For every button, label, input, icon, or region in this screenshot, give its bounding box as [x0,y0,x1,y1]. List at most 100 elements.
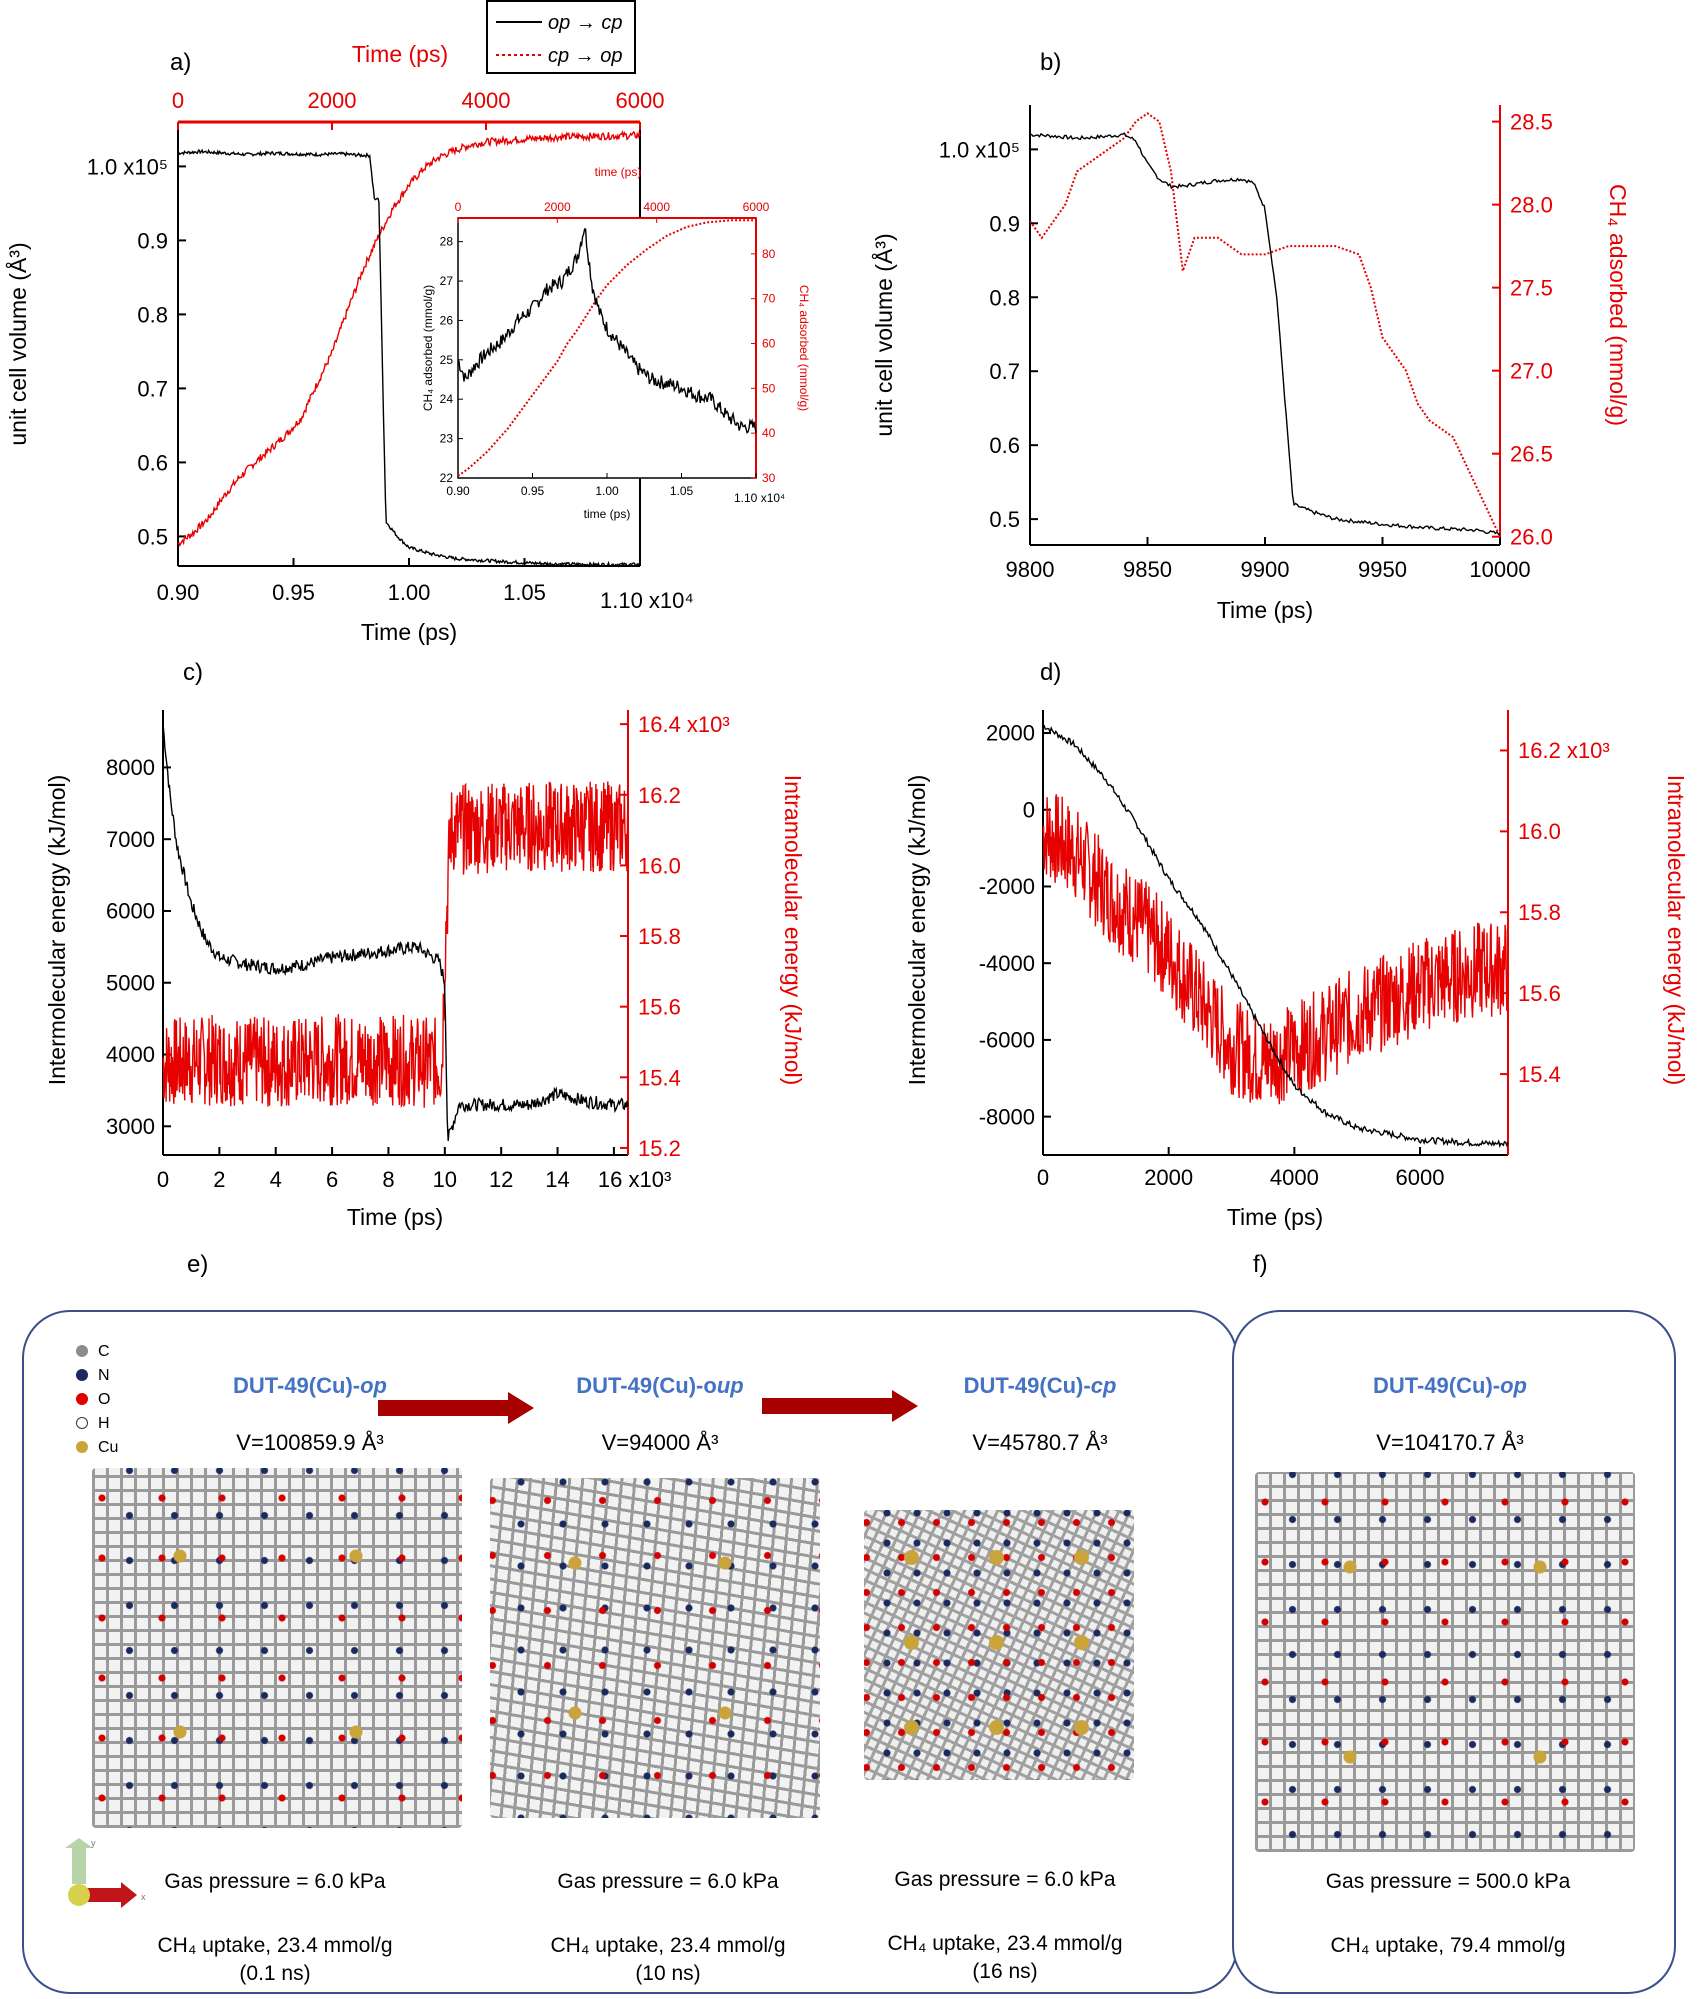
uptake-op-500kpa: CH₄ uptake, 79.4 mmol/g [1298,1932,1598,1960]
y2-tick-label: 16.2 x10³ [1518,738,1610,763]
y-tick-label: -8000 [979,1104,1035,1129]
panel-label-b: b) [1040,49,1061,76]
inset-y2-tick-label: 30 [762,471,776,485]
structure-title-oup: DUT-49(Cu)-oup [576,1373,744,1398]
intermolecular-energy-line [1042,724,1509,1148]
y2-tick-label: 15.4 [1518,1062,1561,1087]
inset-x2-tick-label: 2000 [544,200,571,214]
inset-y2-tick-label: 40 [762,426,776,440]
uptake-value: CH₄ uptake, 23.4 mmol/g [157,1934,393,1957]
nitrogen-atom-icon [76,1369,88,1381]
element-symbol: Cu [98,1439,119,1456]
legend-box [486,0,636,74]
inset-y2-tick-label: 80 [762,247,776,261]
structure-image-op [92,1468,462,1828]
y2-tick-label: 27.0 [1510,358,1553,383]
x-tick-label: 1.00 [388,580,431,605]
pressure-cp: Gas pressure = 6.0 kPa [894,1868,1116,1891]
x-axis-title: Time (ps) [1217,597,1313,623]
inset-y2-tick-label: 50 [762,381,776,395]
x-axis-letter: x [141,1892,146,1902]
inset-x-tick-label: 1.00 [595,484,619,498]
y-axis-title: unit cell volume (Å³) [4,242,31,445]
element-symbol: N [98,1367,110,1384]
uptake-cp: CH₄ uptake, 23.4 mmol/g (16 ns) [855,1930,1155,1986]
simulation-time: (0.1 ns) [239,1962,311,1985]
inset-x2-tick-label: 4000 [643,200,670,214]
uptake-value: CH₄ uptake, 23.4 mmol/g [550,1934,786,1957]
unit-cell-volume-line [1029,132,1501,536]
x-tick-label: 9850 [1123,557,1172,582]
simulation-time: (16 ns) [972,1960,1038,1983]
inset-x-tick-label: 0.95 [521,484,545,498]
x-tick-label: 0 [157,1167,169,1192]
y-axis-letter: y [91,1838,96,1848]
inset-y-tick-label: 27 [440,274,454,288]
intramolecular-energy-line [162,781,629,1108]
y-tick-label: 1.0 x10⁵ [939,137,1020,162]
y-tick-label: 5000 [106,970,155,995]
element-legend-item: N [76,1364,118,1388]
structure-title-cp: DUT-49(Cu)-cp [963,1373,1117,1398]
inset-x-tick-label: 1.05 [670,484,694,498]
y-tick-label: 0.6 [989,433,1020,458]
y2-tick-label: 26.5 [1510,441,1553,466]
y-tick-label: 0.8 [137,302,168,327]
structure-image-cp [864,1510,1134,1780]
x-tick-label: 12 [489,1167,513,1192]
copper-atom-icon [76,1441,88,1453]
chart-c: 0 2 4 6 8 10 12 14 16 x10³ 3000 4000 5000 6000 7000 80… [44,710,806,1230]
chart-b: 9800 9850 9900 9950 10000 0.5 0.6 0.7 0.8 0.9 1.0 … [870,105,1631,623]
x-tick-label: 0.95 [272,580,315,605]
y2-tick-label: 26.0 [1510,524,1553,549]
y-tick-label: 4000 [106,1042,155,1067]
element-symbol: H [98,1415,110,1432]
z-axis-marker [68,1884,90,1906]
inset-x2-tick-label: 0 [455,200,462,214]
x-tick-label: 1.05 [503,580,546,605]
y2-tick-label: 15.4 [638,1065,681,1090]
intermolecular-energy-line [162,724,629,1142]
y-tick-label: 0.6 [137,450,168,475]
inset-y-tick-label: 24 [440,392,454,406]
y2-axis-title: Intramolecular energy (kJ/mol) [780,775,806,1086]
x-axis-title: Time (ps) [1227,1204,1323,1230]
y-tick-label: 0.9 [137,228,168,253]
x-tick-label: 9950 [1358,557,1407,582]
element-symbol: C [98,1343,110,1360]
structure-title-op: DUT-49(Cu)-op [233,1373,387,1398]
legend-label-op-cp: op → cp [548,12,622,34]
series-op-cp-line [177,148,641,568]
x2-tick-label: 6000 [616,88,665,113]
legend-label-cp-op: cp → op [548,45,622,67]
y2-tick-label: 16.0 [638,853,681,878]
inset-cp-op-line [457,219,756,477]
y-tick-label: 0.7 [137,376,168,401]
right-arrow-icon [508,1392,534,1424]
element-legend: C N O H Cu [76,1340,118,1460]
structure-image-op-500kpa [1255,1472,1635,1852]
hydrogen-atom-icon [76,1417,88,1429]
structure-title-op-500kpa: DUT-49(Cu)-op [1373,1373,1527,1398]
inset-y-tick-label: 26 [440,313,454,327]
y-tick-label: 6000 [106,899,155,924]
y2-tick-label: 15.6 [1518,981,1561,1006]
y-tick-label: 0.5 [989,507,1020,532]
panel-label-e: e) [187,1251,208,1278]
y2-axis-title: Intramolecular energy (kJ/mol) [1663,775,1689,1086]
x2-tick-label: 0 [172,88,184,113]
volume-op: V=100859.9 Å³ [236,1430,384,1455]
y2-tick-label: 16.2 [638,783,681,808]
inset-x2-axis-title: time (ps) [595,165,642,179]
inset-chart: 0.90 0.95 1.00 1.05 1.10 x10⁴ 0 2000 4000 6000 22… [421,165,811,521]
x-tick-label: 6 [326,1167,338,1192]
ch4-adsorbed-line [1029,112,1501,538]
y2-axis-title: CH₄ adsorbed (mmol/g) [1605,184,1631,426]
inset-x2-tick-label: 6000 [743,200,770,214]
y-tick-label: 0.5 [137,524,168,549]
uptake-value: CH₄ uptake, 23.4 mmol/g [887,1932,1123,1955]
y2-tick-label: 28.0 [1510,192,1553,217]
